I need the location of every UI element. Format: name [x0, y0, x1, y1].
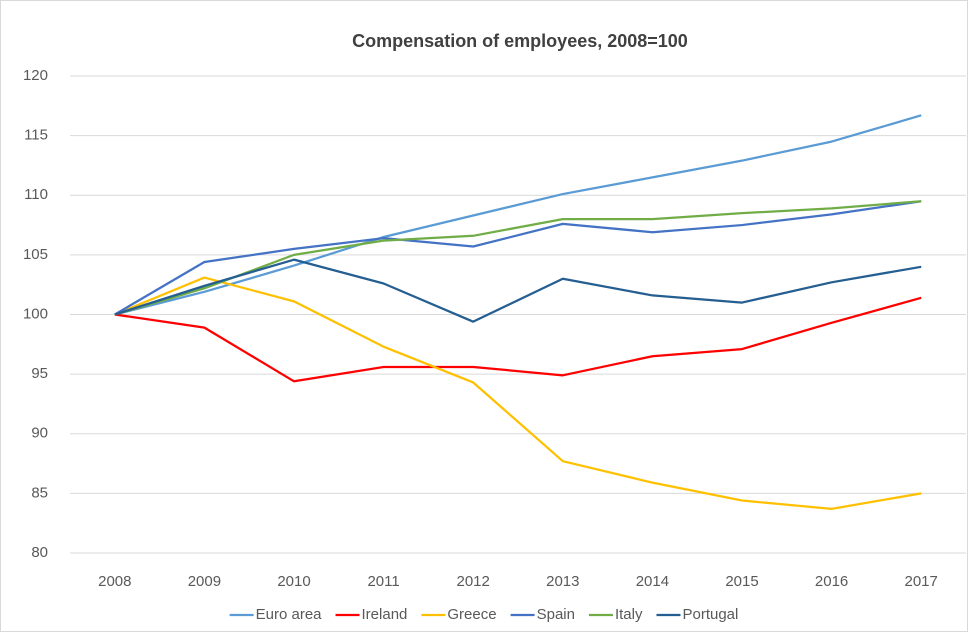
x-tick-label: 2014 [636, 573, 669, 590]
y-tick-label: 120 [23, 67, 48, 84]
legend-label: Ireland [362, 606, 408, 623]
series-line [114, 114, 922, 316]
series-line [114, 200, 922, 316]
x-tick-label: 2016 [815, 573, 848, 590]
x-tick-label: 2017 [905, 573, 938, 590]
y-tick-label: 100 [23, 305, 48, 322]
series-line [114, 258, 922, 323]
legend-label: Italy [615, 606, 643, 623]
y-tick-label: 105 [23, 246, 48, 263]
x-tick-label: 2013 [546, 573, 579, 590]
chart-title: Compensation of employees, 2008=100 [352, 31, 688, 51]
x-tick-label: 2009 [188, 573, 221, 590]
legend-label: Spain [537, 606, 575, 623]
y-tick-label: 110 [24, 186, 48, 203]
y-tick-label: 90 [31, 425, 48, 442]
legend-label: Portugal [682, 606, 738, 623]
x-tick-label: 2012 [457, 573, 490, 590]
x-tick-label: 2010 [277, 573, 310, 590]
x-tick-label: 2015 [725, 573, 758, 590]
x-tick-label: 2011 [367, 573, 399, 590]
series-line [114, 276, 922, 511]
y-tick-label: 115 [24, 127, 48, 144]
series-line [114, 296, 922, 383]
y-tick-label: 95 [31, 365, 48, 382]
y-tick-label: 85 [31, 484, 48, 501]
x-tick-label: 2008 [98, 573, 131, 590]
legend-label: Greece [447, 606, 496, 623]
series-line [114, 200, 922, 316]
legend-label: Euro area [256, 606, 323, 623]
y-tick-label: 80 [31, 544, 48, 561]
